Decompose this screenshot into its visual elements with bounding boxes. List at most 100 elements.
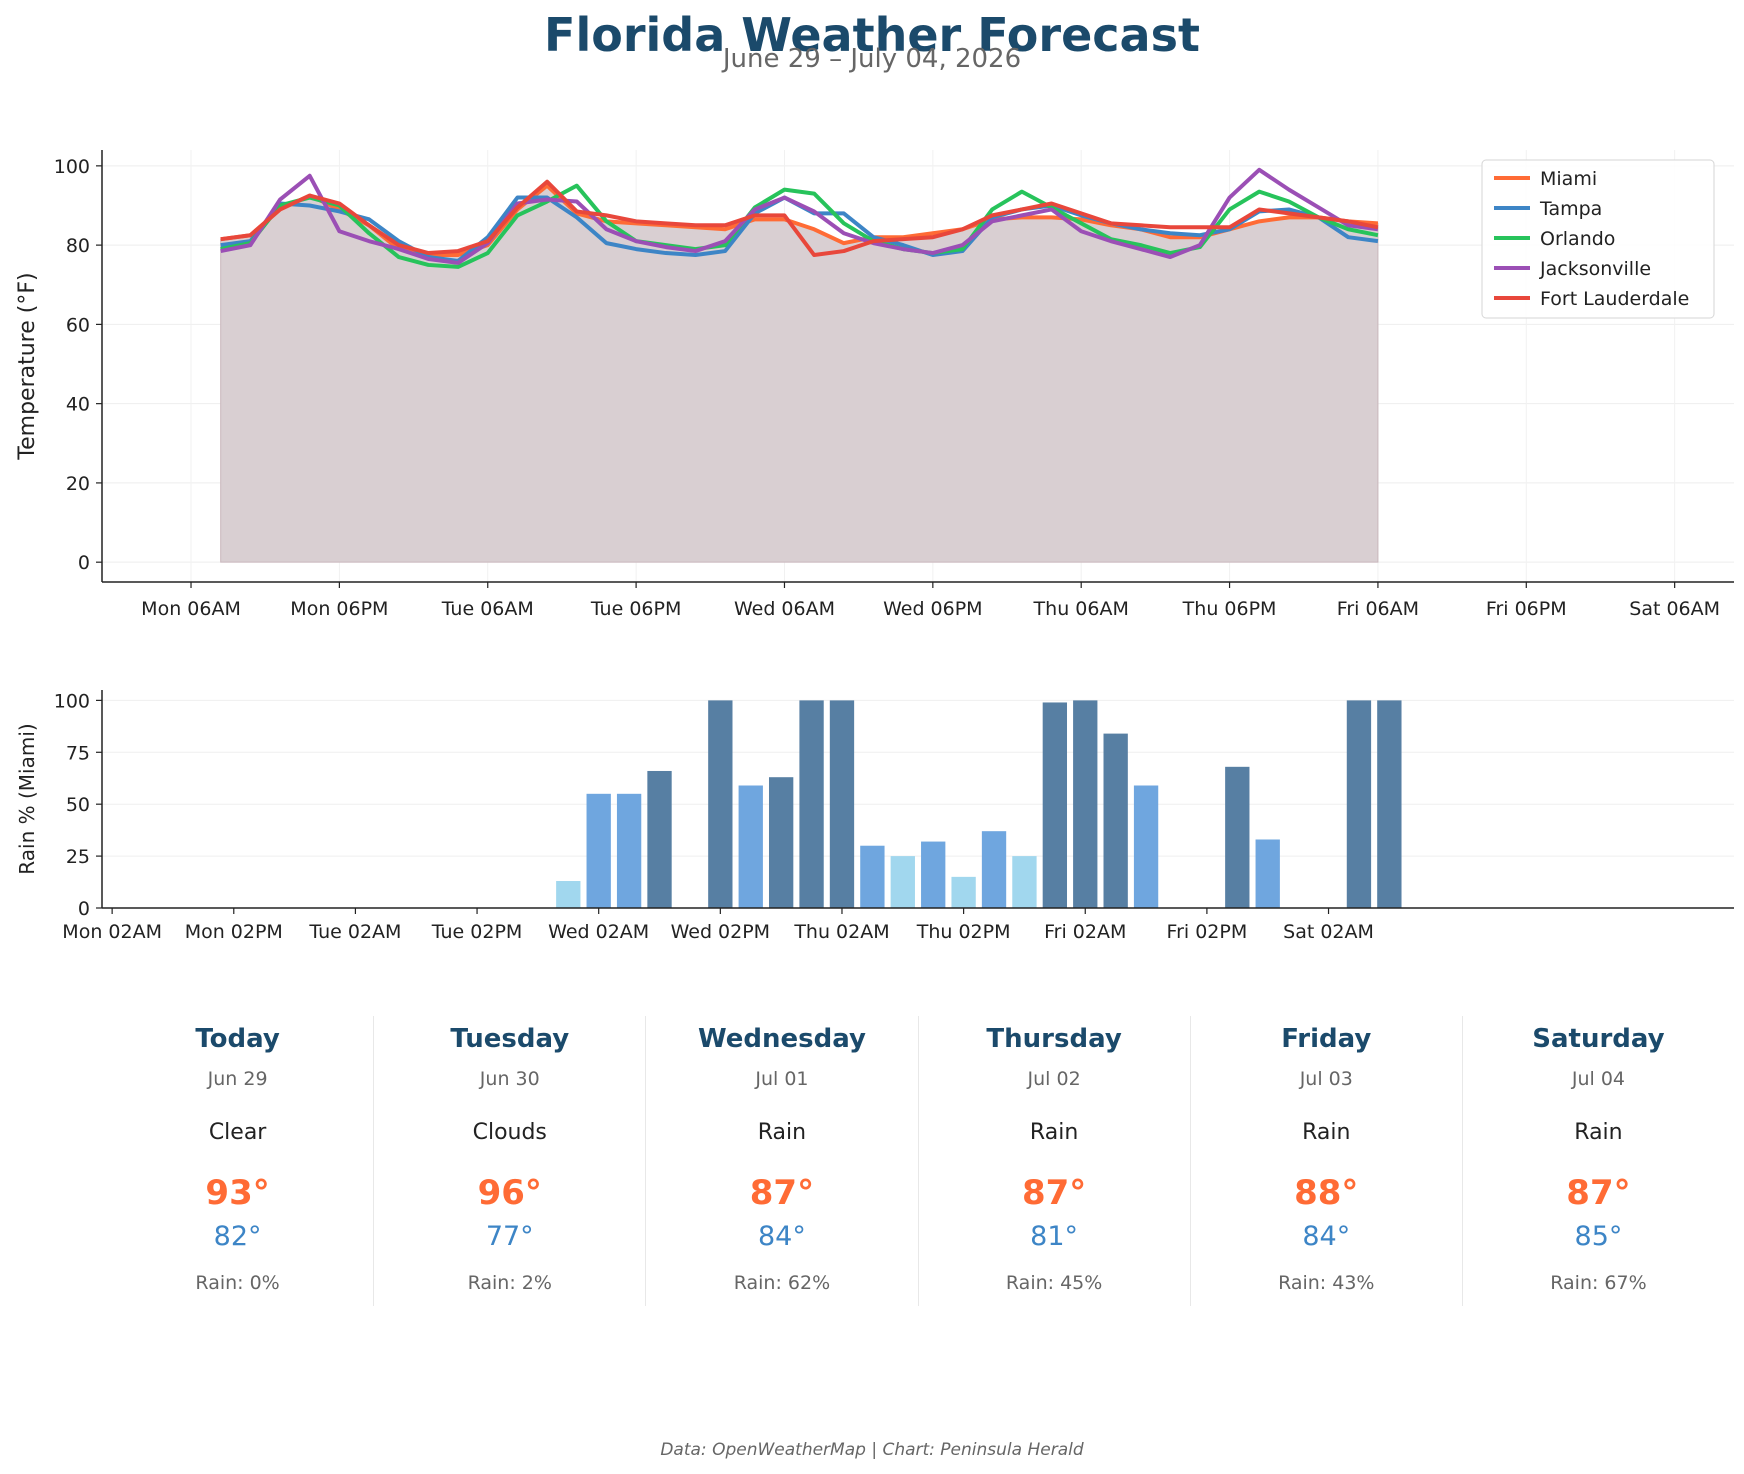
x-tick-label: Sat 06AM bbox=[1629, 598, 1720, 620]
day-name: Thursday bbox=[986, 1024, 1122, 1054]
day-rain-chance: Rain: 45% bbox=[1005, 1272, 1103, 1294]
day-high-temp: 87° bbox=[1566, 1173, 1631, 1213]
day-card: Friday Jul 03 Rain 88° 84° Rain: 43% bbox=[1189, 1016, 1462, 1306]
y-tick-label: 75 bbox=[66, 742, 90, 764]
rain-bar bbox=[921, 841, 946, 908]
y-tick-label: 50 bbox=[66, 794, 90, 816]
day-card: Today Jun 29 Clear 93° 82° Rain: 0% bbox=[102, 1016, 373, 1306]
rain-bar bbox=[647, 770, 672, 908]
rain-bar bbox=[890, 856, 915, 908]
day-low-temp: 85° bbox=[1574, 1221, 1623, 1252]
day-name: Friday bbox=[1281, 1024, 1372, 1054]
x-tick-label: Mon 06PM bbox=[290, 598, 388, 620]
day-date: Jul 03 bbox=[1299, 1068, 1353, 1090]
x-tick-label: Mon 02AM bbox=[62, 921, 162, 943]
x-tick-label: Sat 02AM bbox=[1283, 921, 1374, 943]
y-tick-label: 0 bbox=[78, 552, 90, 574]
day-card: Wednesday Jul 01 Rain 87° 84° Rain: 62% bbox=[645, 1016, 917, 1306]
day-date: Jul 04 bbox=[1571, 1068, 1626, 1090]
day-high-temp: 93° bbox=[205, 1173, 270, 1213]
day-rain-chance: Rain: 2% bbox=[467, 1272, 552, 1294]
rain-bar bbox=[1012, 856, 1037, 908]
series-line-fort-lauderdale bbox=[220, 179, 1379, 258]
x-tick-label: Fri 06PM bbox=[1486, 598, 1567, 620]
day-rain-chance: Rain: 0% bbox=[195, 1272, 280, 1294]
day-card: Tuesday Jun 30 Clouds 96° 77° Rain: 2% bbox=[373, 1016, 645, 1306]
x-tick-label: Tue 02AM bbox=[308, 921, 401, 943]
rain-bar bbox=[1377, 700, 1402, 908]
day-high-temp: 87° bbox=[1021, 1173, 1087, 1213]
legend-label: Miami bbox=[1540, 168, 1597, 190]
x-tick-label: Mon 02PM bbox=[185, 921, 283, 943]
x-tick-label: Thu 06PM bbox=[1182, 598, 1277, 620]
day-name: Wednesday bbox=[697, 1024, 866, 1054]
rain-bar bbox=[1103, 733, 1128, 908]
legend-label: Fort Lauderdale bbox=[1540, 288, 1689, 310]
day-date: Jun 30 bbox=[479, 1068, 540, 1090]
day-condition: Rain bbox=[1574, 1120, 1623, 1145]
day-date: Jul 01 bbox=[755, 1068, 809, 1090]
day-rain-chance: Rain: 67% bbox=[1550, 1272, 1647, 1294]
rain-bar bbox=[1225, 766, 1250, 908]
legend-label: Tampa bbox=[1539, 198, 1602, 220]
daily-forecast-cards: Today Jun 29 Clear 93° 82° Rain: 0% Tues… bbox=[102, 1016, 1734, 1306]
data-source-credit: Data: OpenWeatherMap | Chart: Peninsula … bbox=[660, 1440, 1084, 1460]
y-tick-label: 80 bbox=[66, 235, 90, 257]
legend-box bbox=[1481, 159, 1715, 319]
day-date: Jul 02 bbox=[1027, 1068, 1081, 1090]
x-tick-label: Thu 06AM bbox=[1033, 598, 1129, 620]
x-tick-label: Fri 02PM bbox=[1167, 921, 1248, 943]
rain-bar bbox=[981, 831, 1007, 908]
day-card: Thursday Jul 02 Rain 87° 81° Rain: 45% bbox=[917, 1016, 1190, 1306]
day-condition: Rain bbox=[1302, 1120, 1351, 1145]
day-condition: Rain bbox=[1029, 1120, 1079, 1145]
rain-bar bbox=[1073, 700, 1098, 908]
rain-bar bbox=[799, 700, 824, 908]
y-tick-label: 20 bbox=[66, 473, 90, 495]
y-tick-label: 0 bbox=[78, 898, 90, 920]
x-tick-label: Tue 06AM bbox=[441, 598, 534, 620]
day-name: Today bbox=[195, 1024, 280, 1054]
rain-bar bbox=[951, 876, 976, 908]
rain-bar bbox=[738, 785, 763, 908]
x-tick-label: Wed 06PM bbox=[883, 598, 983, 620]
day-condition: Clear bbox=[208, 1120, 267, 1145]
y-axis-label: Temperature (°F) bbox=[15, 272, 40, 460]
day-rain-chance: Rain: 43% bbox=[1278, 1272, 1375, 1294]
rain-bar bbox=[1133, 785, 1159, 908]
day-high-temp: 88° bbox=[1294, 1173, 1359, 1213]
x-tick-label: Wed 02AM bbox=[548, 921, 649, 943]
rain-chart: 0 25 50 75 100 Mon 02AM Mon 02PM Tue 02AM Tue 02… bbox=[15, 690, 1734, 943]
rain-bar bbox=[1346, 700, 1372, 908]
y-tick-label: 25 bbox=[66, 846, 90, 868]
x-tick-label: Wed 06AM bbox=[734, 598, 835, 620]
rain-bar bbox=[708, 700, 733, 908]
rain-bar bbox=[616, 793, 642, 908]
day-low-temp: 84° bbox=[758, 1221, 806, 1252]
rain-bar bbox=[768, 777, 794, 908]
x-tick-label: Mon 06AM bbox=[141, 598, 241, 620]
temperature-chart: 0 20 40 60 80 100 Mon 06AM Mon 06PM Tue 06AM Tue … bbox=[15, 150, 1734, 620]
y-axis-label: Rain % (Miami) bbox=[15, 723, 39, 874]
day-card: Saturday Jul 04 Rain 87° 85° Rain: 67% bbox=[1461, 1016, 1734, 1306]
rain-bar bbox=[1042, 702, 1068, 908]
rain-bar bbox=[556, 881, 581, 908]
forecast-charts: 0 20 40 60 80 100 Mon 06AM Mon 06PM Tue 06AM Tue … bbox=[15, 150, 1734, 943]
y-tick-label: 100 bbox=[54, 690, 90, 712]
day-low-temp: 82° bbox=[213, 1221, 262, 1252]
page-subtitle: June 29 – July 04, 2026 bbox=[722, 44, 1022, 74]
series-line-jacksonville bbox=[220, 167, 1379, 265]
legend: Miami Tampa Orlando Jacksonville Fort Lauder… bbox=[1481, 159, 1715, 319]
legend-label: Jacksonville bbox=[1539, 258, 1651, 280]
page-title: Florida Weather Forecast bbox=[544, 8, 1200, 62]
x-tick-label: Fri 02AM bbox=[1044, 921, 1126, 943]
x-tick-label: Tue 02PM bbox=[431, 921, 523, 943]
day-name: Tuesday bbox=[450, 1024, 570, 1054]
x-tick-label: Fri 06AM bbox=[1337, 598, 1419, 620]
rain-bar bbox=[829, 700, 855, 908]
day-high-temp: 87° bbox=[749, 1173, 815, 1213]
rain-bar bbox=[1255, 839, 1280, 908]
day-low-temp: 77° bbox=[485, 1221, 534, 1252]
day-condition: Rain bbox=[757, 1120, 807, 1145]
rain-bar bbox=[860, 845, 885, 908]
